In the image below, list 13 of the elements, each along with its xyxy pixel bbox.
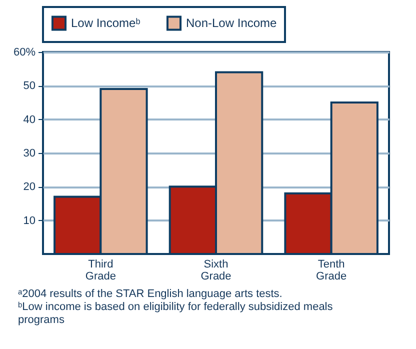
text: ᵃ2004 results of the STAR English language arts tests. bbox=[18, 288, 284, 301]
x-tick-label: Third Grade bbox=[85, 258, 116, 282]
y-tick-label: 40 bbox=[23, 114, 36, 126]
legend-label: Low Incomeᵇ bbox=[71, 16, 141, 30]
y-tick-label: 10 bbox=[23, 214, 36, 227]
y-tick-label: 50 bbox=[23, 80, 36, 92]
x-tick-label: Sixth Grade bbox=[200, 258, 232, 282]
x-tick-label: Tenth Grade bbox=[316, 258, 347, 282]
y-tick-label: 20 bbox=[23, 181, 36, 194]
legend-label: Non-Low Income bbox=[186, 16, 278, 30]
text: ᵇLow income is based on eligibility for federally subsidized meals programs bbox=[18, 301, 334, 327]
y-tick-label: 30 bbox=[23, 148, 36, 160]
y-tick-label: 60% bbox=[13, 46, 36, 58]
